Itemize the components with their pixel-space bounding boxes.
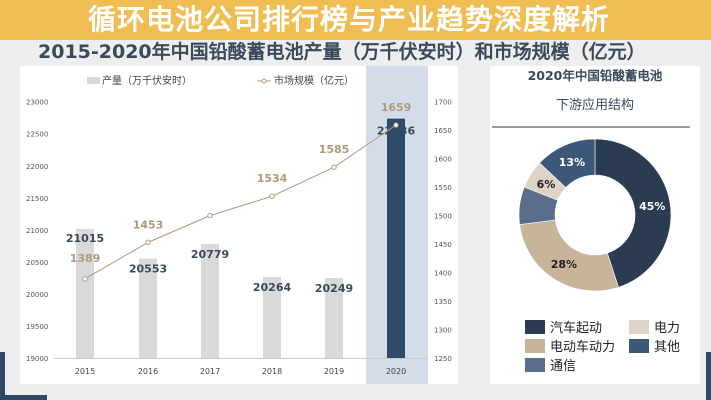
left-tick-label: 19500 [26, 323, 48, 331]
corner-decoration [0, 395, 47, 400]
bar [325, 277, 343, 358]
donut-title: 2020年中国铅酸蓄电池 [528, 68, 663, 83]
donut-legend-label: 通信 [550, 359, 576, 374]
bar [263, 277, 281, 358]
x-tick-label: 2017 [200, 367, 220, 376]
legend-label-bar: 产量（万千伏安时） [102, 74, 192, 87]
donut-slice [594, 138, 672, 288]
line-point [145, 239, 151, 246]
bar-data-label: 20779 [191, 248, 229, 261]
right-tick-label: 1600 [434, 156, 452, 164]
line-point [82, 276, 88, 282]
right-tick-label: 1500 [434, 213, 452, 221]
x-tick-label: 2019 [324, 367, 344, 376]
line-data-label: 1389 [70, 252, 101, 265]
donut-legend-swatch [629, 320, 649, 334]
donut-data-label: 45% [639, 200, 665, 213]
left-tick-label: 20500 [26, 259, 48, 267]
bar [387, 118, 405, 358]
right-tick-label: 1250 [434, 355, 452, 363]
bar [139, 258, 157, 358]
line-point [393, 122, 399, 128]
legend-swatch-bar [87, 77, 100, 84]
donut-legend-label: 电动车动力 [550, 339, 615, 355]
donut-legend-label: 汽车起动 [550, 320, 602, 336]
x-tick-label: 2016 [138, 367, 158, 376]
bar-data-label: 22736 [377, 125, 416, 138]
overlay-banner [0, 0, 711, 40]
donut-data-label: 28% [551, 258, 577, 271]
right-tick-label: 1300 [434, 327, 452, 335]
right-tick-label: 1400 [434, 270, 452, 278]
donut-legend-swatch [525, 358, 545, 372]
left-tick-label: 22500 [26, 131, 48, 139]
line-data-label: 1534 [257, 172, 288, 185]
corner-decoration [0, 352, 5, 400]
donut-legend-swatch [629, 339, 649, 353]
line-point [207, 212, 213, 219]
left-tick-label: 21000 [26, 227, 48, 235]
page-title: 2015-2020年中国铅酸蓄电池产量（万千伏安时）和市场规模（亿元） [38, 41, 646, 63]
bar-data-label: 21015 [66, 232, 104, 245]
bar [201, 244, 219, 358]
line-series [84, 124, 397, 280]
x-tick-label: 2020 [386, 367, 406, 376]
right-tick-label: 1650 [434, 127, 452, 135]
line-data-label: 1659 [381, 101, 412, 114]
right-tick-label: 1700 [434, 99, 452, 107]
legend-label-line: 市场规模（亿元） [274, 74, 354, 87]
left-tick-label: 23000 [26, 99, 48, 107]
donut-legend-swatch [525, 320, 545, 334]
right-tick-label: 1350 [434, 298, 452, 306]
right-tick-label: 1450 [434, 241, 452, 249]
bar [76, 228, 94, 358]
donut-legend-label: 电力 [654, 321, 680, 336]
bar-data-label: 20249 [315, 282, 353, 295]
donut-slice [539, 138, 596, 189]
line-point [269, 193, 275, 199]
banner-title: 循环电池公司排行榜与产业趋势深度解析 [88, 3, 611, 36]
donut-data-label: 13% [559, 156, 585, 169]
left-tick-label: 19000 [26, 355, 48, 363]
legend-marker-line [261, 78, 267, 84]
x-tick-label: 2018 [262, 367, 282, 376]
line-point [331, 164, 337, 170]
bar-data-label: 20264 [253, 281, 292, 294]
donut-title: 下游应用结构 [556, 97, 634, 113]
line-data-label: 1585 [319, 143, 350, 156]
left-tick-label: 20000 [26, 291, 48, 299]
x-tick-label: 2015 [75, 367, 95, 376]
left-tick-label: 21500 [26, 195, 48, 203]
donut-slice [519, 219, 619, 292]
right-tick-label: 1550 [434, 184, 452, 192]
corner-decoration [706, 352, 711, 400]
left-tick-label: 22000 [26, 163, 48, 171]
donut-legend-label: 其他 [654, 340, 680, 355]
donut-data-label: 6% [537, 178, 556, 191]
line-data-label: 1453 [133, 218, 164, 231]
donut-legend-swatch [525, 339, 545, 353]
bar-data-label: 20553 [129, 262, 167, 275]
